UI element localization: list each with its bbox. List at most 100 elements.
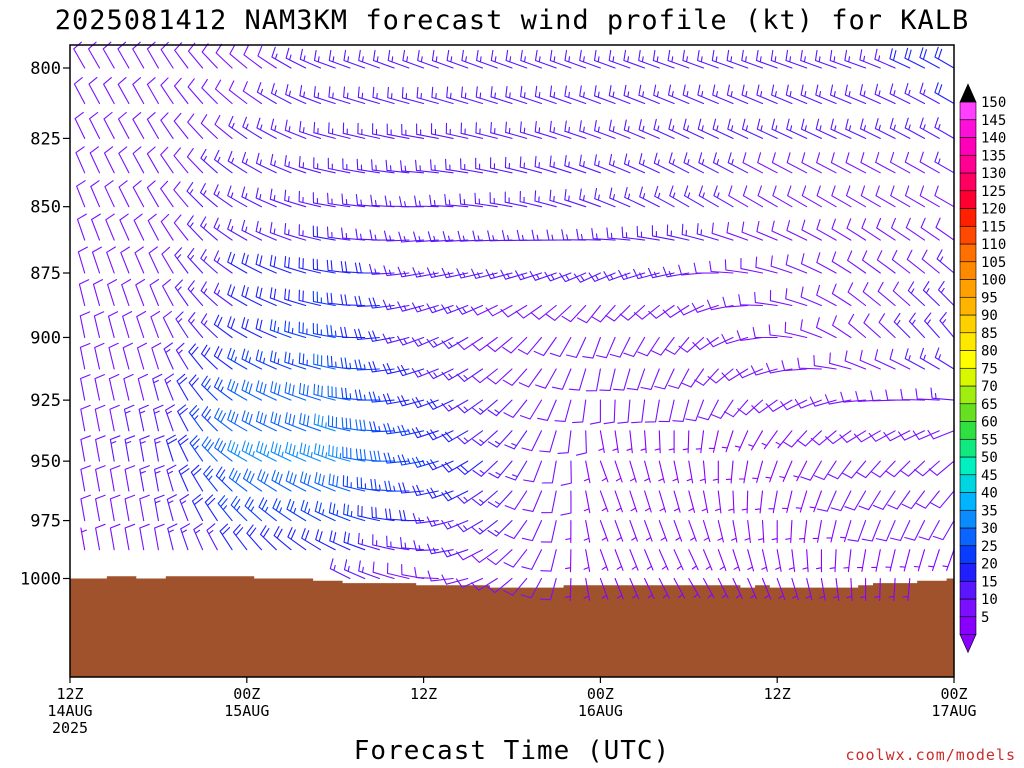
wind-barb <box>490 121 513 139</box>
wind-barb <box>95 465 106 492</box>
wind-barb <box>832 577 840 601</box>
wind-barb <box>732 577 743 599</box>
wind-barb <box>187 248 204 274</box>
wind-barb <box>830 152 852 174</box>
wind-barb <box>456 368 484 382</box>
wind-barb <box>179 494 190 522</box>
wind-barb <box>579 49 601 69</box>
wind-barb <box>426 267 454 278</box>
wind-barb <box>520 577 543 599</box>
wind-barb <box>91 246 102 274</box>
wind-barb <box>486 336 513 353</box>
wind-barb <box>490 49 513 69</box>
wind-barb <box>741 118 764 139</box>
colorbar-swatch <box>959 456 977 476</box>
wind-barb <box>118 180 130 208</box>
wind-barb <box>930 387 955 401</box>
colorbar-swatch <box>959 154 977 174</box>
wind-barb <box>629 490 638 513</box>
wind-barb <box>694 368 719 386</box>
wind-barb <box>200 249 218 274</box>
wind-barb <box>256 82 277 105</box>
colorbar-over-arrow <box>959 83 977 103</box>
wind-barb <box>519 121 543 139</box>
wind-barb <box>178 464 190 492</box>
wind-barb <box>924 312 940 339</box>
wind-barb <box>654 430 661 454</box>
wind-barb <box>798 520 808 543</box>
wind-barb <box>919 151 940 174</box>
wind-barb <box>846 218 867 241</box>
wind-barb <box>270 153 292 174</box>
wind-barb <box>412 484 439 497</box>
wind-barb <box>429 194 454 208</box>
wind-barb <box>708 430 719 453</box>
wind-barb <box>717 577 729 599</box>
colorbar-swatch <box>959 438 977 458</box>
wind-barb <box>471 399 498 415</box>
wind-barb <box>105 213 115 241</box>
wind-barb <box>87 41 101 69</box>
wind-barb <box>188 374 204 401</box>
wind-barb <box>688 577 701 599</box>
wind-barb <box>284 154 307 174</box>
wind-barb <box>187 280 204 307</box>
wind-barb <box>504 430 528 450</box>
colorbar-swatch <box>959 119 977 138</box>
wind-barb <box>284 351 307 370</box>
wind-barb <box>816 252 837 274</box>
wind-barb <box>174 42 189 69</box>
colorbar-label: 20 <box>981 557 998 573</box>
wind-barb <box>426 303 454 314</box>
wind-barb <box>800 49 822 69</box>
wind-barb <box>327 157 351 174</box>
wind-barb <box>490 86 513 105</box>
wind-barb <box>431 49 454 69</box>
wind-barb <box>518 368 543 388</box>
wind-barb <box>313 442 336 462</box>
wind-barb <box>561 304 587 323</box>
wind-barb <box>905 217 926 241</box>
wind-barb <box>520 49 543 69</box>
wind-barb <box>565 549 572 573</box>
wind-barb <box>342 122 366 139</box>
wind-barb <box>441 399 469 412</box>
wind-barb <box>658 460 665 484</box>
wind-barb <box>108 373 120 401</box>
wind-barb <box>728 490 735 514</box>
wind-barb <box>313 121 336 139</box>
wind-barb <box>164 373 174 401</box>
colorbar-swatch <box>959 137 977 156</box>
wind-barb <box>232 524 248 551</box>
wind-barb <box>638 84 660 105</box>
wind-barb <box>683 152 705 174</box>
wind-barb <box>124 435 136 462</box>
y-tick-label: 1000 <box>20 569 61 589</box>
colorbar-swatch <box>959 598 977 618</box>
colorbar-label: 150 <box>981 95 1006 111</box>
wind-barb <box>356 158 380 174</box>
wind-barb <box>412 513 439 524</box>
wind-barb <box>709 260 734 274</box>
wind-barb <box>122 342 133 370</box>
wind-barb <box>132 41 145 69</box>
wind-barb <box>935 217 955 241</box>
wind-barb <box>519 190 543 208</box>
colorbar-label: 105 <box>981 255 1006 271</box>
wind-barb <box>505 49 528 69</box>
wind-barb <box>341 417 366 432</box>
wind-barb <box>906 249 926 274</box>
wind-barb <box>711 222 734 241</box>
wind-barb <box>691 302 719 313</box>
wind-barb <box>230 495 248 522</box>
wind-barb <box>765 460 778 483</box>
wind-barb <box>213 377 233 401</box>
wind-barb <box>565 520 572 544</box>
wind-barb <box>76 180 86 208</box>
wind-barb <box>754 490 764 514</box>
wind-barb <box>173 214 189 241</box>
wind-barb <box>215 43 233 69</box>
wind-barb <box>256 440 277 462</box>
wind-barb <box>103 146 115 174</box>
wind-barb <box>78 279 90 307</box>
